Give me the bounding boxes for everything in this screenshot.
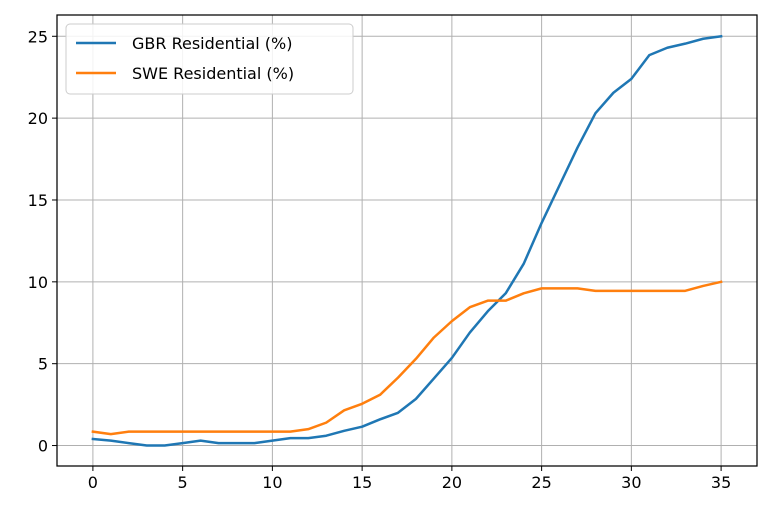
legend-box — [65, 23, 354, 95]
series-line-0 — [91, 34, 723, 447]
y-tick-label: 5 — [38, 355, 48, 374]
x-tick-label: 5 — [178, 473, 188, 492]
x-tick-label: 10 — [262, 473, 282, 492]
plot-frame — [56, 14, 758, 467]
x-tick-label: 15 — [352, 473, 372, 492]
y-tick-label: 25 — [28, 27, 48, 46]
legend-label-0: GBR Residential (%) — [132, 34, 292, 53]
x-tick-label: 20 — [442, 473, 462, 492]
x-tick-label: 30 — [621, 473, 641, 492]
legend-label-1: SWE Residential (%) — [132, 64, 294, 83]
ticks: 0 5 10 15 20 25 30 35 0 5 10 15 20 25 — [28, 27, 732, 492]
y-tick-label: 10 — [28, 273, 48, 292]
y-tick-label: 15 — [28, 191, 48, 210]
y-tick-label: 20 — [28, 109, 48, 128]
legend: GBR Residential (%) SWE Residential (%) — [65, 23, 354, 95]
x-tick-label: 0 — [88, 473, 98, 492]
series-line-1 — [91, 280, 723, 436]
x-tick-label: 25 — [531, 473, 551, 492]
y-tick-label: 0 — [38, 437, 48, 456]
x-tick-label: 35 — [711, 473, 731, 492]
series-layer — [91, 34, 723, 447]
